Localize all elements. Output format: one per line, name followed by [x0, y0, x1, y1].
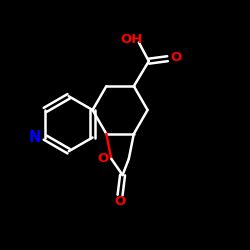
Text: O: O: [98, 152, 109, 165]
Text: O: O: [114, 195, 126, 208]
Text: O: O: [171, 51, 182, 64]
Text: OH: OH: [120, 33, 142, 46]
Text: N: N: [28, 130, 40, 145]
